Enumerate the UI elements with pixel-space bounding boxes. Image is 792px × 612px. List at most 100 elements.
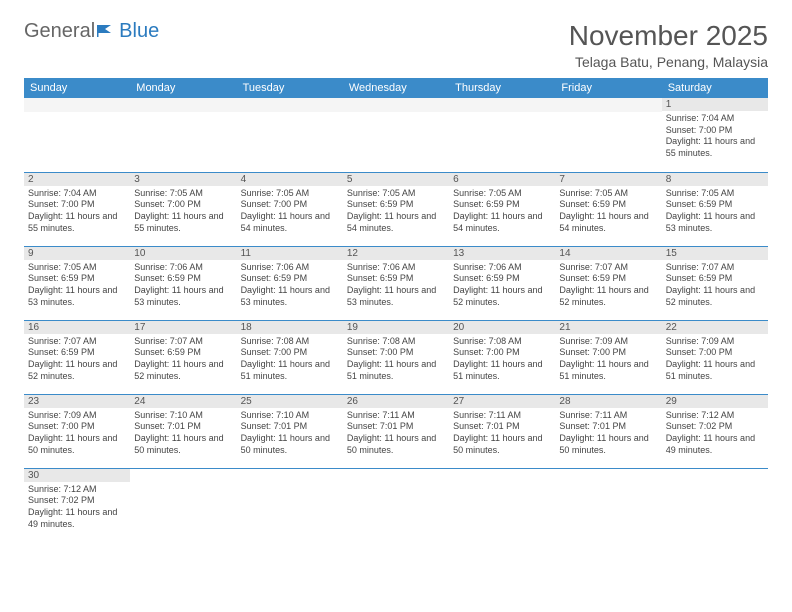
weekday-header: Wednesday (343, 78, 449, 98)
sunset-line: Sunset: 7:00 PM (666, 125, 764, 137)
calendar-week-row: 2Sunrise: 7:04 AMSunset: 7:00 PMDaylight… (24, 172, 768, 246)
day-details: Sunrise: 7:05 AMSunset: 7:00 PMDaylight:… (237, 186, 343, 237)
daylight-line: Daylight: 11 hours and 53 minutes. (134, 285, 232, 308)
day-number: 11 (237, 247, 343, 260)
daylight-line: Daylight: 11 hours and 51 minutes. (559, 359, 657, 382)
day-number: 13 (449, 247, 555, 260)
day-number: 3 (130, 173, 236, 186)
calendar-day-cell (449, 98, 555, 172)
day-details: Sunrise: 7:05 AMSunset: 6:59 PMDaylight:… (662, 186, 768, 237)
calendar-day-cell: 27Sunrise: 7:11 AMSunset: 7:01 PMDayligh… (449, 394, 555, 468)
daylight-line: Daylight: 11 hours and 53 minutes. (347, 285, 445, 308)
day-number: 2 (24, 173, 130, 186)
daylight-line: Daylight: 11 hours and 50 minutes. (453, 433, 551, 456)
calendar-day-cell (662, 468, 768, 542)
empty-day-bar (24, 98, 130, 112)
daylight-line: Daylight: 11 hours and 54 minutes. (347, 211, 445, 234)
calendar-day-cell: 8Sunrise: 7:05 AMSunset: 6:59 PMDaylight… (662, 172, 768, 246)
calendar-day-cell: 25Sunrise: 7:10 AMSunset: 7:01 PMDayligh… (237, 394, 343, 468)
calendar-day-cell: 1Sunrise: 7:04 AMSunset: 7:00 PMDaylight… (662, 98, 768, 172)
calendar-day-cell: 5Sunrise: 7:05 AMSunset: 6:59 PMDaylight… (343, 172, 449, 246)
calendar-day-cell (449, 468, 555, 542)
sunrise-line: Sunrise: 7:05 AM (241, 188, 339, 200)
daylight-line: Daylight: 11 hours and 52 minutes. (453, 285, 551, 308)
sunset-line: Sunset: 7:00 PM (347, 347, 445, 359)
calendar-day-cell: 22Sunrise: 7:09 AMSunset: 7:00 PMDayligh… (662, 320, 768, 394)
sunrise-line: Sunrise: 7:07 AM (28, 336, 126, 348)
day-number: 1 (662, 98, 768, 111)
weekday-header: Friday (555, 78, 661, 98)
calendar-day-cell: 15Sunrise: 7:07 AMSunset: 6:59 PMDayligh… (662, 246, 768, 320)
sunset-line: Sunset: 7:01 PM (134, 421, 232, 433)
logo: General Blue (24, 20, 159, 43)
sunset-line: Sunset: 6:59 PM (559, 273, 657, 285)
calendar-day-cell: 19Sunrise: 7:08 AMSunset: 7:00 PMDayligh… (343, 320, 449, 394)
calendar-day-cell: 4Sunrise: 7:05 AMSunset: 7:00 PMDaylight… (237, 172, 343, 246)
day-details: Sunrise: 7:07 AMSunset: 6:59 PMDaylight:… (555, 260, 661, 311)
sunset-line: Sunset: 6:59 PM (666, 273, 764, 285)
sunset-line: Sunset: 7:00 PM (559, 347, 657, 359)
sunset-line: Sunset: 7:01 PM (559, 421, 657, 433)
day-details: Sunrise: 7:08 AMSunset: 7:00 PMDaylight:… (449, 334, 555, 385)
calendar-day-cell: 13Sunrise: 7:06 AMSunset: 6:59 PMDayligh… (449, 246, 555, 320)
weekday-header: Saturday (662, 78, 768, 98)
sunrise-line: Sunrise: 7:11 AM (559, 410, 657, 422)
day-details: Sunrise: 7:05 AMSunset: 7:00 PMDaylight:… (130, 186, 236, 237)
sunrise-line: Sunrise: 7:04 AM (666, 113, 764, 125)
calendar-day-cell: 30Sunrise: 7:12 AMSunset: 7:02 PMDayligh… (24, 468, 130, 542)
sunrise-line: Sunrise: 7:06 AM (134, 262, 232, 274)
day-details: Sunrise: 7:10 AMSunset: 7:01 PMDaylight:… (237, 408, 343, 459)
day-details: Sunrise: 7:05 AMSunset: 6:59 PMDaylight:… (343, 186, 449, 237)
calendar-day-cell (130, 98, 236, 172)
calendar-body: 1Sunrise: 7:04 AMSunset: 7:00 PMDaylight… (24, 98, 768, 542)
daylight-line: Daylight: 11 hours and 53 minutes. (666, 211, 764, 234)
month-title: November 2025 (569, 20, 768, 52)
sunset-line: Sunset: 7:00 PM (453, 347, 551, 359)
day-details: Sunrise: 7:06 AMSunset: 6:59 PMDaylight:… (130, 260, 236, 311)
day-details: Sunrise: 7:09 AMSunset: 7:00 PMDaylight:… (662, 334, 768, 385)
day-details: Sunrise: 7:07 AMSunset: 6:59 PMDaylight:… (24, 334, 130, 385)
calendar-week-row: 23Sunrise: 7:09 AMSunset: 7:00 PMDayligh… (24, 394, 768, 468)
calendar-day-cell: 24 Sunrise: 7:10 AMSunset: 7:01 PMDayligh… (130, 394, 236, 468)
sunrise-line: Sunrise: 7:07 AM (134, 336, 232, 348)
day-number: 6 (449, 173, 555, 186)
day-number: 23 (24, 395, 130, 408)
sunrise-line: Sunrise: 7:04 AM (28, 188, 126, 200)
sunset-line: Sunset: 6:59 PM (666, 199, 764, 211)
weekday-header: Sunday (24, 78, 130, 98)
sunrise-line: Sunrise: 7:05 AM (28, 262, 126, 274)
sunrise-line: Sunrise: 7:07 AM (559, 262, 657, 274)
day-number: 20 (449, 321, 555, 334)
day-details: Sunrise: 7:08 AMSunset: 7:00 PMDaylight:… (237, 334, 343, 385)
calendar-day-cell: 20Sunrise: 7:08 AMSunset: 7:00 PMDayligh… (449, 320, 555, 394)
day-number: 15 (662, 247, 768, 260)
sunrise-line: Sunrise: 7:08 AM (241, 336, 339, 348)
calendar-week-row: 30Sunrise: 7:12 AMSunset: 7:02 PMDayligh… (24, 468, 768, 542)
sunrise-line: Sunrise: 7:12 AM (28, 484, 126, 496)
daylight-line: Daylight: 11 hours and 54 minutes. (241, 211, 339, 234)
title-area: November 2025 Telaga Batu, Penang, Malay… (569, 20, 768, 70)
sunrise-line: Sunrise: 7:10 AM (134, 410, 232, 422)
weekday-header: Monday (130, 78, 236, 98)
day-details: Sunrise: 7:04 AMSunset: 7:00 PMDaylight:… (24, 186, 130, 237)
calendar-day-cell: 23Sunrise: 7:09 AMSunset: 7:00 PMDayligh… (24, 394, 130, 468)
day-details: Sunrise: 7:12 AMSunset: 7:02 PMDaylight:… (662, 408, 768, 459)
daylight-line: Daylight: 11 hours and 50 minutes. (347, 433, 445, 456)
calendar-day-cell: 18Sunrise: 7:08 AMSunset: 7:00 PMDayligh… (237, 320, 343, 394)
daylight-line: Daylight: 11 hours and 53 minutes. (241, 285, 339, 308)
calendar-day-cell: 10Sunrise: 7:06 AMSunset: 6:59 PMDayligh… (130, 246, 236, 320)
empty-day-bar (130, 98, 236, 112)
calendar-day-cell (555, 468, 661, 542)
day-number: 24 (130, 395, 236, 408)
day-number: 5 (343, 173, 449, 186)
day-details: Sunrise: 7:07 AMSunset: 6:59 PMDaylight:… (662, 260, 768, 311)
calendar-week-row: 9Sunrise: 7:05 AMSunset: 6:59 PMDaylight… (24, 246, 768, 320)
daylight-line: Daylight: 11 hours and 50 minutes. (134, 433, 232, 456)
daylight-line: Daylight: 11 hours and 55 minutes. (28, 211, 126, 234)
calendar-day-cell: 6Sunrise: 7:05 AMSunset: 6:59 PMDaylight… (449, 172, 555, 246)
day-details: Sunrise: 7:07 AMSunset: 6:59 PMDaylight:… (130, 334, 236, 385)
day-details: Sunrise: 7:09 AMSunset: 7:00 PMDaylight:… (555, 334, 661, 385)
calendar-day-cell: 9Sunrise: 7:05 AMSunset: 6:59 PMDaylight… (24, 246, 130, 320)
sunset-line: Sunset: 6:59 PM (347, 199, 445, 211)
sunset-line: Sunset: 7:01 PM (453, 421, 551, 433)
